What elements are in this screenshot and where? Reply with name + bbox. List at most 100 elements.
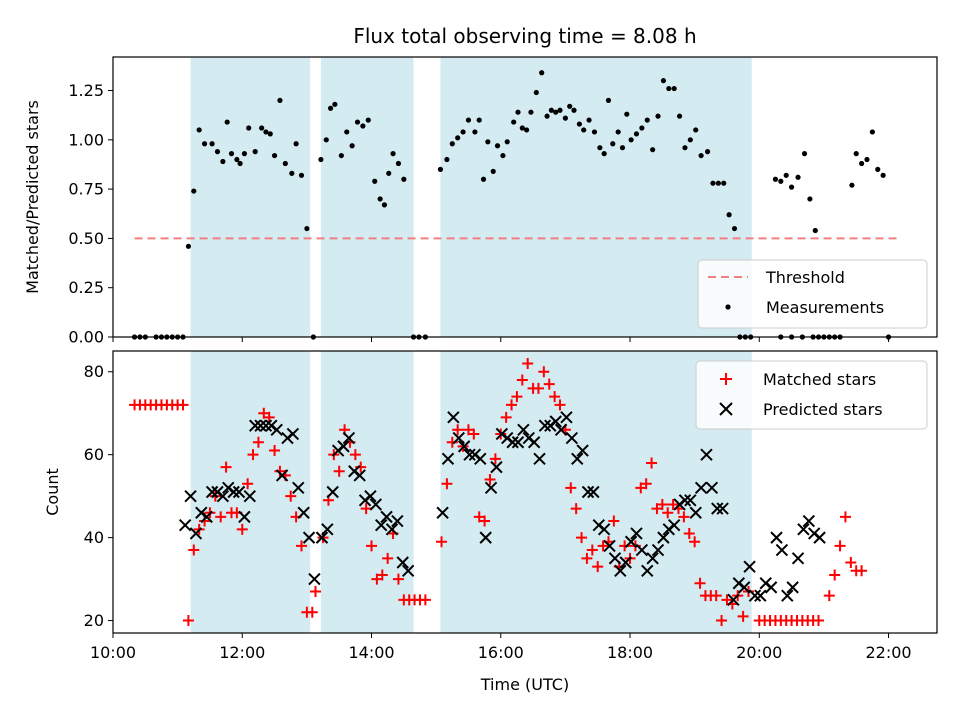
legend-predicted-swatch — [719, 402, 733, 416]
predicted-star-point — [764, 581, 778, 594]
predicted-star-point — [447, 411, 460, 424]
measurement-point — [395, 160, 402, 167]
measurement-point — [259, 125, 265, 131]
x-tick-label: 10:00 — [90, 643, 136, 662]
legend-matched-label: Matched stars — [763, 370, 876, 389]
measurement-point — [778, 178, 784, 184]
measurement-point — [726, 212, 732, 218]
matched-star-point — [479, 515, 491, 527]
matched-star-point — [333, 465, 345, 477]
legend-matched-swatch — [720, 373, 732, 385]
predicted-star-point — [754, 589, 767, 602]
matched-star-point — [522, 357, 534, 369]
predicted-star-point — [452, 431, 465, 445]
measurement-point — [698, 152, 704, 159]
top-panel: 0.00 0.25 0.50 0.75 1.00 1.25 Matched/Predict… — [23, 56, 938, 347]
predicted-star-point — [484, 481, 498, 495]
matched-star-point — [532, 382, 544, 394]
predicted-star-point — [457, 440, 471, 453]
matched-star-point — [823, 590, 835, 602]
predicted-star-point — [511, 436, 525, 449]
predicted-star-point — [474, 452, 487, 466]
predicted-star-point — [227, 485, 240, 499]
matched-star-point — [678, 511, 690, 523]
predicted-star-point — [781, 589, 794, 602]
predicted-star-point — [571, 452, 584, 466]
predicted-star-point — [517, 423, 530, 437]
predicted-star-point — [554, 423, 568, 437]
matched-star-point — [182, 615, 194, 627]
matched-star-point — [419, 594, 431, 606]
bottom-y-axis-label: Count — [43, 468, 62, 516]
predicted-star-point — [667, 518, 681, 532]
predicted-star-point — [603, 539, 616, 553]
measurement-point — [567, 103, 573, 109]
observing-interval — [320, 57, 414, 337]
legend-measurements-swatch — [725, 304, 731, 310]
measurement-point — [381, 202, 388, 208]
measurement-point — [655, 113, 661, 119]
measurement-point — [449, 141, 455, 147]
matched-star-point — [516, 374, 528, 386]
measurement-point — [349, 143, 355, 149]
matched-star-point — [646, 457, 658, 469]
top-y-ticks: 0.00 0.25 0.50 0.75 1.00 1.25 — [68, 81, 113, 347]
matched-star-point — [710, 590, 722, 602]
measurement-point — [597, 145, 603, 151]
matched-star-point — [813, 615, 825, 627]
measurement-point — [704, 149, 711, 155]
top-plot-frame — [112, 56, 938, 338]
measurement-point — [539, 70, 545, 76]
bottom-legend: Matched stars Predicted stars — [695, 360, 928, 430]
measurement-point — [511, 119, 517, 125]
measurement-point — [633, 131, 640, 137]
matched-star-point — [839, 511, 851, 523]
predicted-star-point — [380, 510, 393, 524]
matched-star-point — [716, 615, 728, 627]
measurement-point — [644, 117, 650, 123]
measurement-point — [562, 115, 568, 121]
measurement-point — [386, 170, 392, 176]
matched-star-point — [309, 586, 321, 598]
top-shaded-intervals — [190, 57, 752, 337]
predicted-star-point — [581, 485, 595, 499]
matched-star-point — [295, 540, 307, 552]
matched-star-point — [834, 540, 846, 552]
matched-star-point — [640, 478, 652, 490]
matched-star-point — [500, 411, 512, 423]
measurement-point — [271, 152, 278, 159]
predicted-star-point — [385, 523, 399, 536]
predicted-star-point — [248, 419, 262, 432]
predicted-star-point — [326, 485, 339, 499]
matched-star-point — [656, 498, 668, 510]
measurement-point — [533, 89, 539, 96]
predicted-star-point — [624, 535, 638, 548]
measurement-point — [485, 139, 491, 145]
matched-star-point — [737, 610, 749, 622]
measurement-point — [228, 151, 235, 157]
predicted-star-point — [533, 452, 546, 466]
matched-star-point — [252, 436, 264, 448]
measurement-point — [581, 127, 587, 133]
predicted-star-point — [705, 481, 719, 495]
measurement-point — [504, 139, 510, 145]
predicted-star-point — [678, 494, 692, 507]
predicted-star-point — [565, 431, 579, 445]
measurement-point — [332, 101, 338, 107]
matched-stars-series — [129, 357, 868, 627]
measurement-point — [601, 151, 607, 157]
measurement-point — [267, 131, 273, 137]
matched-star-point — [662, 507, 674, 519]
measurement-point — [480, 176, 487, 182]
measurement-point — [318, 156, 324, 163]
predicted-star-point — [737, 581, 751, 594]
measurement-point — [682, 145, 688, 151]
predicted-star-point — [232, 485, 246, 499]
matched-star-point — [549, 391, 561, 403]
matched-star-point — [220, 461, 232, 473]
measurement-point — [327, 105, 334, 111]
measurement-point — [214, 149, 221, 155]
top-y-axis-label: Matched/Predicted stars — [23, 100, 42, 294]
predicted-star-point — [694, 481, 708, 495]
